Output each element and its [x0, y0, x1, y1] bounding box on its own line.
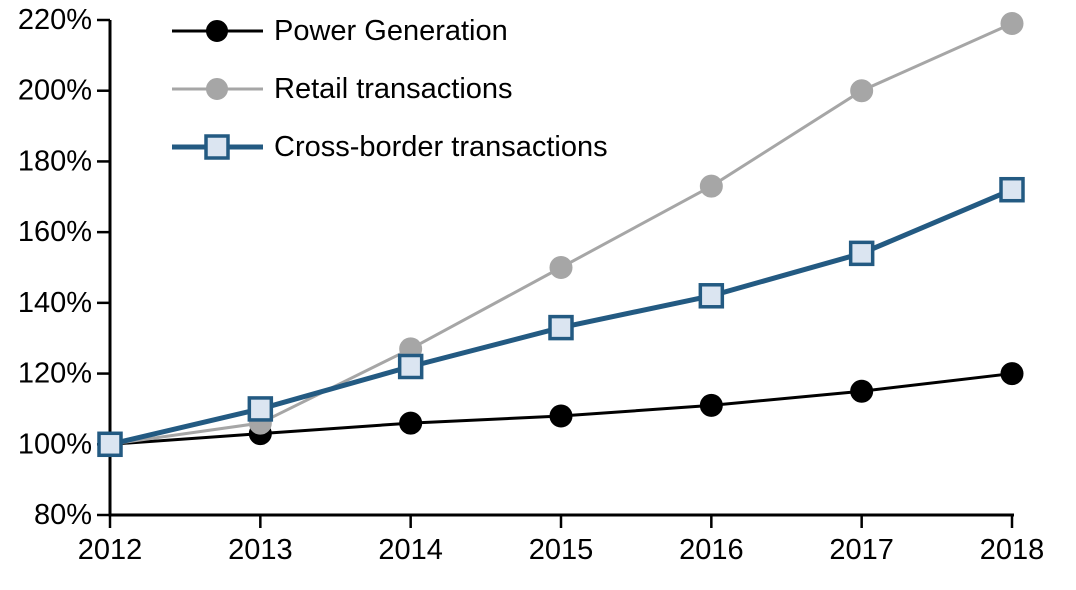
legend-label-retail-transactions: Retail transactions	[274, 73, 513, 105]
data-point-power-generation	[549, 404, 573, 428]
x-axis-label: 2013	[228, 534, 293, 566]
legend-marker-power-generation	[206, 20, 228, 42]
y-axis-label: 100%	[18, 428, 92, 460]
x-axis-label: 2016	[679, 534, 744, 566]
data-point-cross-border-transactions	[548, 314, 574, 341]
x-axis-label: 2017	[829, 534, 894, 566]
data-point-cross-border-transactions	[848, 240, 875, 267]
y-axis-label: 160%	[18, 216, 92, 248]
y-axis-label: 180%	[18, 145, 92, 177]
legend-marker-cross-border-transactions	[204, 134, 230, 160]
x-axis-label: 2015	[529, 534, 594, 566]
y-axis-label: 200%	[18, 75, 92, 107]
y-axis-label: 80%	[34, 499, 92, 531]
legend-label-power-generation: Power Generation	[274, 15, 508, 47]
data-point-retail-transactions	[1000, 12, 1024, 36]
data-point-retail-transactions	[549, 256, 573, 279]
data-point-cross-border-transactions	[397, 353, 424, 380]
data-point-retail-transactions	[699, 174, 723, 198]
data-point-cross-border-transactions	[999, 176, 1025, 203]
y-axis-label: 220%	[18, 4, 92, 36]
x-axis-label: 2014	[378, 534, 443, 566]
x-axis-label: 2012	[78, 534, 143, 566]
data-point-cross-border-transactions	[698, 283, 725, 309]
data-point-retail-transactions	[850, 79, 874, 103]
x-axis-label: 2018	[980, 534, 1045, 566]
data-point-power-generation	[850, 379, 874, 403]
y-axis-label: 140%	[18, 287, 92, 319]
data-point-cross-border-transactions	[97, 431, 123, 458]
legend-label-cross-border-transactions: Cross-border transactions	[274, 131, 608, 163]
legend-marker-retail-transactions	[206, 78, 228, 100]
y-axis-label: 120%	[18, 358, 92, 390]
data-point-cross-border-transactions	[247, 396, 274, 422]
data-point-power-generation	[699, 393, 723, 417]
data-point-power-generation	[1000, 362, 1024, 386]
data-point-power-generation	[399, 411, 423, 435]
